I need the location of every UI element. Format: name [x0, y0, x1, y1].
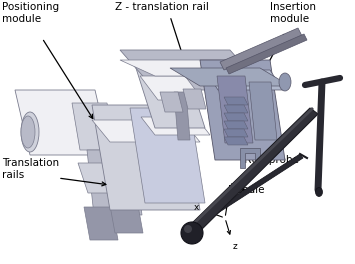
Text: y: y — [231, 181, 236, 190]
Polygon shape — [224, 105, 248, 113]
Text: Translation
rails: Translation rails — [2, 158, 59, 180]
Polygon shape — [200, 60, 285, 160]
Polygon shape — [249, 82, 277, 140]
Polygon shape — [217, 76, 253, 143]
Polygon shape — [224, 137, 248, 145]
Polygon shape — [109, 200, 143, 233]
Polygon shape — [92, 120, 200, 142]
Ellipse shape — [279, 73, 291, 91]
Polygon shape — [92, 105, 200, 210]
Text: x: x — [193, 204, 199, 213]
Polygon shape — [187, 107, 314, 230]
Polygon shape — [198, 154, 303, 224]
Polygon shape — [72, 103, 115, 150]
Polygon shape — [141, 117, 210, 135]
Ellipse shape — [21, 112, 39, 152]
Polygon shape — [120, 50, 265, 90]
Text: Z - translation rail: Z - translation rail — [115, 2, 209, 12]
Text: z: z — [233, 242, 238, 251]
Polygon shape — [140, 76, 203, 100]
Ellipse shape — [316, 187, 322, 196]
Polygon shape — [130, 108, 205, 203]
Polygon shape — [15, 90, 110, 155]
Polygon shape — [220, 28, 302, 70]
Polygon shape — [87, 150, 117, 225]
Text: Needle: Needle — [228, 185, 264, 195]
Polygon shape — [170, 68, 290, 86]
Polygon shape — [224, 97, 248, 105]
Polygon shape — [205, 70, 283, 90]
Polygon shape — [240, 148, 260, 168]
Text: Insertion
module: Insertion module — [270, 2, 316, 24]
Polygon shape — [78, 163, 148, 193]
Polygon shape — [112, 146, 142, 215]
Text: TRUS probe: TRUS probe — [238, 155, 299, 165]
Text: Positioning
module: Positioning module — [2, 2, 59, 24]
Polygon shape — [224, 113, 248, 121]
Polygon shape — [185, 108, 318, 238]
Polygon shape — [84, 207, 118, 240]
Polygon shape — [224, 129, 248, 137]
Ellipse shape — [181, 222, 203, 244]
Polygon shape — [174, 92, 190, 140]
Polygon shape — [224, 121, 248, 129]
Polygon shape — [160, 92, 183, 112]
Ellipse shape — [184, 225, 192, 233]
Polygon shape — [226, 34, 307, 74]
Polygon shape — [120, 60, 265, 76]
Polygon shape — [183, 89, 206, 109]
Polygon shape — [135, 65, 205, 128]
Ellipse shape — [21, 116, 35, 148]
